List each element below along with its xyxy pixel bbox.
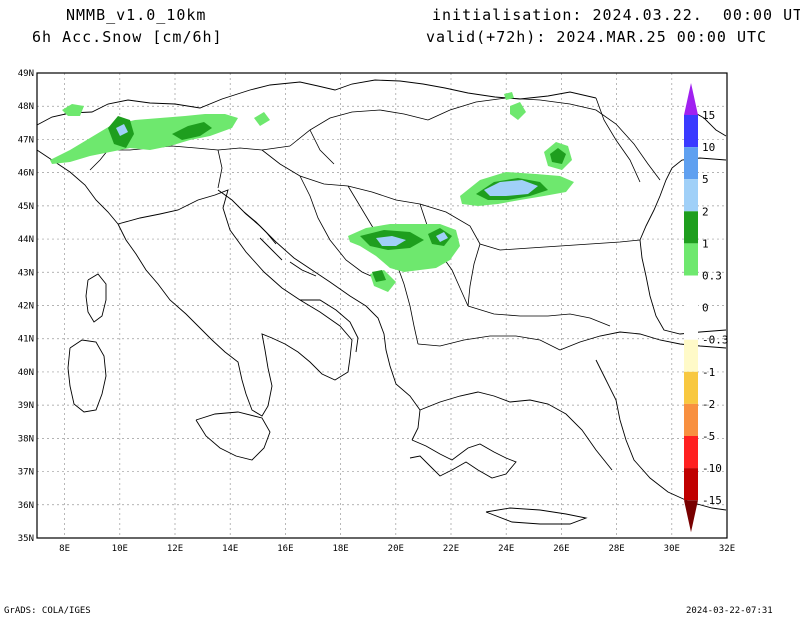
legend-label: -0.3 (702, 334, 729, 347)
lat-tick-label: 42N (18, 302, 34, 312)
lon-tick-label: 26E (553, 544, 569, 554)
country-borders (89, 97, 661, 351)
legend-label: 0.3 (702, 270, 722, 283)
lon-tick-label: 14E (222, 544, 238, 554)
lat-tick-label: 48N (18, 102, 34, 112)
snow-areas (50, 92, 574, 292)
lat-tick-label: 35N (18, 534, 34, 544)
legend-label: -1 (702, 366, 715, 379)
valid-time: valid(+72h): 2024.MAR.25 00:00 UTC (426, 28, 768, 46)
lat-tick-label: 39N (18, 401, 34, 411)
legend-band (684, 307, 698, 340)
lon-tick-label: 32E (719, 544, 735, 554)
lon-tick-label: 22E (443, 544, 459, 554)
lat-tick-label: 46N (18, 169, 34, 179)
legend: 15 10 5 2 1 0.3 0 -0.3 -1 -2 -5 -10 -15 (684, 83, 729, 533)
legend-arrow-top (684, 83, 698, 115)
lat-tick-label: 36N (18, 501, 34, 511)
lat-tick-label: 49N (18, 69, 34, 79)
lon-tick-label: 30E (664, 544, 680, 554)
lon-tick-label: 18E (332, 544, 348, 554)
legend-label: 0 (702, 302, 709, 315)
legend-label: 2 (702, 205, 709, 218)
lon-tick-label: 12E (167, 544, 183, 554)
lat-tick-label: 47N (18, 135, 34, 145)
lat-tick-label: 37N (18, 468, 34, 478)
lon-tick-label: 28E (608, 544, 624, 554)
lon-tick-label: 8E (59, 544, 70, 554)
legend-band (684, 179, 698, 212)
init-time: initialisation: 2024.03.22. 00:00 UTC (432, 6, 800, 24)
legend-label: -10 (702, 462, 722, 475)
lon-tick-label: 20E (388, 544, 404, 554)
legend-band (684, 403, 698, 436)
legend-band (684, 468, 698, 501)
lat-tick-label: 38N (18, 434, 34, 444)
lat-tick-label: 44N (18, 235, 34, 245)
lat-tick-label: 41N (18, 335, 34, 345)
legend-label: 15 (702, 109, 715, 122)
legend-band (684, 115, 698, 148)
legend-arrow-bottom (684, 500, 698, 533)
lon-tick-label: 10E (112, 544, 128, 554)
lat-tick-label: 43N (18, 268, 34, 278)
legend-band (684, 275, 698, 308)
legend-band (684, 436, 698, 469)
legend-label: 5 (702, 173, 709, 186)
legend-label: 1 (702, 237, 709, 250)
legend-band (684, 371, 698, 404)
lat-tick-label: 40N (18, 368, 34, 378)
model-title: NMMB_v1.0_10km (66, 6, 207, 24)
legend-label: -2 (702, 398, 715, 411)
legend-band (684, 243, 698, 276)
latitude-labels: 49N 48N 47N 46N 45N 44N 43N 42N 41N 40N 39N 38N 37N 3… (18, 69, 34, 544)
footer-credit: GrADS: COLA/IGES (4, 606, 91, 616)
legend-band (684, 211, 698, 244)
legend-label: -5 (702, 430, 715, 443)
lat-tick-label: 45N (18, 202, 34, 212)
footer-timestamp: 2024-03-22-07:31 (686, 606, 773, 616)
legend-label: -15 (702, 494, 722, 507)
field-title: 6h Acc.Snow [cm/6h] (32, 28, 223, 46)
legend-label: 10 (702, 141, 715, 154)
map-frame (36, 72, 728, 539)
legend-band (684, 147, 698, 180)
lon-tick-label: 24E (498, 544, 514, 554)
longitude-labels: 8E 10E 12E 14E 16E 18E 20E 22E 24E 26E 28E 30E 32E (59, 544, 735, 554)
lon-tick-label: 16E (277, 544, 293, 554)
legend-band (684, 339, 698, 372)
